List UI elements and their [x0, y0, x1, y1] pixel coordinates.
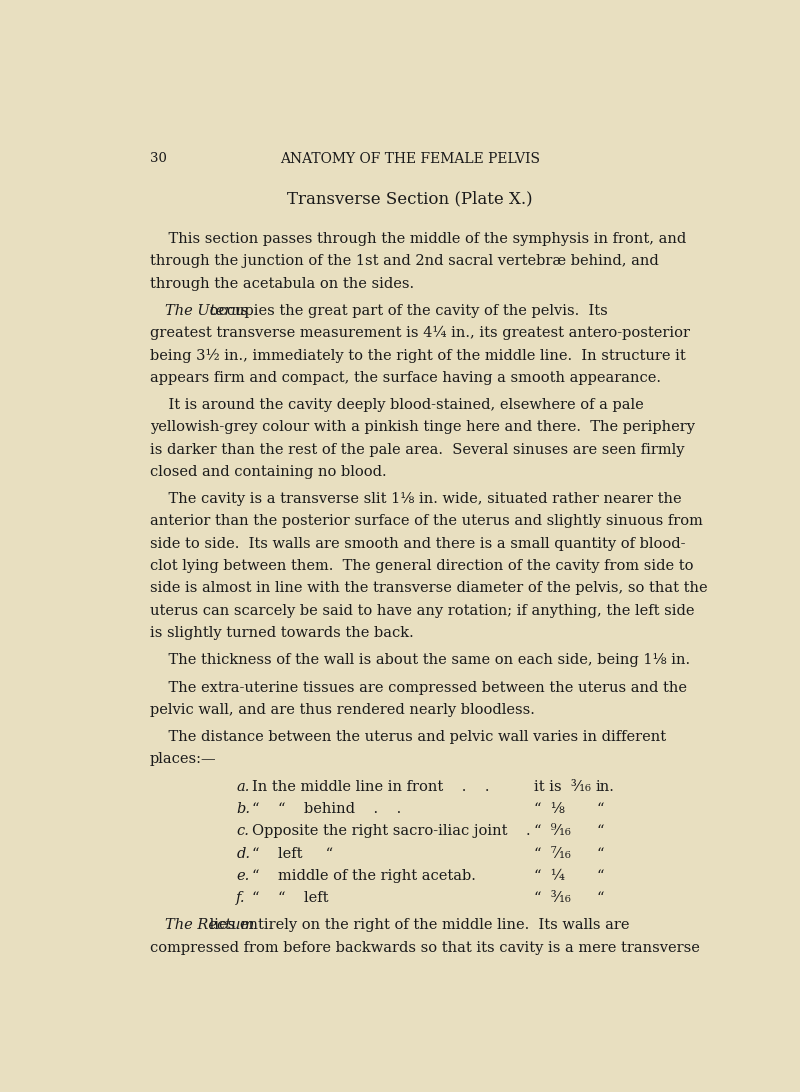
Text: The cavity is a transverse slit 1⅛ in. wide, situated rather nearer the: The cavity is a transverse slit 1⅛ in. w… [150, 492, 682, 507]
Text: uterus can scarcely be said to have any rotation; if anything, the left side: uterus can scarcely be said to have any … [150, 604, 694, 618]
Text: Transverse Section (Plate X.): Transverse Section (Plate X.) [287, 190, 533, 206]
Text: “  ⁷⁄₁₆: “ ⁷⁄₁₆ [534, 846, 570, 860]
Text: compressed from before backwards so that its cavity is a mere transverse: compressed from before backwards so that… [150, 941, 699, 954]
Text: yellowish-grey colour with a pinkish tinge here and there.  The periphery: yellowish-grey colour with a pinkish tin… [150, 420, 694, 435]
Text: b.: b. [237, 802, 250, 816]
Text: “    “    behind    .    .: “ “ behind . . [252, 802, 401, 816]
Text: “  ⁹⁄₁₆: “ ⁹⁄₁₆ [534, 824, 570, 839]
Text: through the acetabula on the sides.: through the acetabula on the sides. [150, 276, 414, 290]
Text: It is around the cavity deeply blood-stained, elsewhere of a pale: It is around the cavity deeply blood-sta… [150, 397, 643, 412]
Text: is slightly turned towards the back.: is slightly turned towards the back. [150, 626, 414, 640]
Text: Opposite the right sacro-iliac joint    .: Opposite the right sacro-iliac joint . [252, 824, 530, 839]
Text: “  ³⁄₁₆: “ ³⁄₁₆ [534, 891, 570, 905]
Text: greatest transverse measurement is 4¼ in., its greatest antero-posterior: greatest transverse measurement is 4¼ in… [150, 327, 690, 341]
Text: This section passes through the middle of the symphysis in front, and: This section passes through the middle o… [150, 232, 686, 246]
Text: “: “ [596, 824, 603, 839]
Text: ANATOMY OF THE FEMALE PELVIS: ANATOMY OF THE FEMALE PELVIS [280, 152, 540, 166]
Text: occupies the great part of the cavity of the pelvis.  Its: occupies the great part of the cavity of… [205, 304, 607, 318]
Text: “    middle of the right acetab.: “ middle of the right acetab. [252, 869, 476, 882]
Text: being 3½ in., immediately to the right of the middle line.  In structure it: being 3½ in., immediately to the right o… [150, 348, 686, 363]
Text: In the middle line in front    .    .: In the middle line in front . . [252, 780, 490, 794]
Text: through the junction of the 1st and 2nd sacral vertebræ behind, and: through the junction of the 1st and 2nd … [150, 254, 658, 269]
Text: f.: f. [237, 891, 246, 905]
Text: The Uterus: The Uterus [166, 304, 249, 318]
Text: side to side.  Its walls are smooth and there is a small quantity of blood-: side to side. Its walls are smooth and t… [150, 537, 685, 550]
Text: a.: a. [237, 780, 250, 794]
Text: places:—: places:— [150, 752, 216, 767]
Text: is darker than the rest of the pale area.  Several sinuses are seen firmly: is darker than the rest of the pale area… [150, 442, 684, 456]
Text: closed and containing no blood.: closed and containing no blood. [150, 465, 386, 479]
Text: The distance between the uterus and pelvic wall varies in different: The distance between the uterus and pelv… [150, 731, 666, 744]
Text: The thickness of the wall is about the same on each side, being 1⅛ in.: The thickness of the wall is about the s… [150, 653, 690, 667]
Text: lies entirely on the right of the middle line.  Its walls are: lies entirely on the right of the middle… [205, 918, 630, 933]
Text: The extra-uterine tissues are compressed between the uterus and the: The extra-uterine tissues are compressed… [150, 680, 686, 695]
Text: in.: in. [596, 780, 615, 794]
Text: appears firm and compact, the surface having a smooth appearance.: appears firm and compact, the surface ha… [150, 370, 661, 384]
Text: “  ¼: “ ¼ [534, 869, 565, 882]
Text: pelvic wall, and are thus rendered nearly bloodless.: pelvic wall, and are thus rendered nearl… [150, 703, 534, 716]
Text: anterior than the posterior surface of the uterus and slightly sinuous from: anterior than the posterior surface of t… [150, 514, 702, 529]
Text: “    “    left: “ “ left [252, 891, 328, 905]
Text: 30: 30 [150, 152, 166, 165]
Text: “    left     “: “ left “ [252, 846, 333, 860]
Text: c.: c. [237, 824, 250, 839]
Text: it is  ³⁄₁₆: it is ³⁄₁₆ [534, 780, 591, 794]
Text: d.: d. [237, 846, 250, 860]
Text: “: “ [596, 846, 603, 860]
Text: side is almost in line with the transverse diameter of the pelvis, so that the: side is almost in line with the transver… [150, 581, 707, 595]
Text: “: “ [596, 802, 603, 816]
Text: “: “ [596, 891, 603, 905]
Text: “  ⅛: “ ⅛ [534, 802, 565, 816]
Text: clot lying between them.  The general direction of the cavity from side to: clot lying between them. The general dir… [150, 559, 693, 573]
Text: “: “ [596, 869, 603, 882]
Text: e.: e. [237, 869, 250, 882]
Text: The Rectum: The Rectum [166, 918, 254, 933]
